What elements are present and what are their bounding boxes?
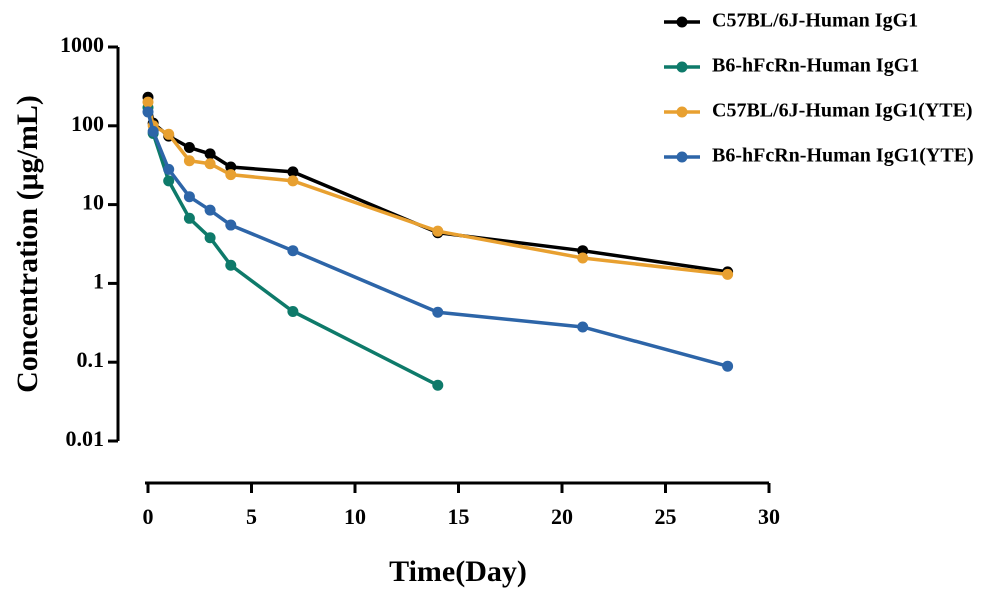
x-axis-label: Time(Day) (389, 555, 527, 588)
y-axis-label: Concentration (μg/mL) (11, 95, 44, 393)
x-tick-label: 0 (143, 504, 154, 529)
x-tick-label: 15 (448, 504, 470, 529)
data-point (142, 96, 154, 108)
x-tick-label: 5 (246, 504, 257, 529)
legend-label: C57BL/6J-Human IgG1(YTE) (712, 100, 973, 122)
data-point (225, 161, 237, 173)
data-point (432, 225, 444, 237)
legend-marker (676, 61, 688, 73)
legend-label: B6-hFcRn-Human IgG1 (712, 55, 919, 77)
y-tick-label: 10 (82, 190, 104, 215)
data-point (183, 155, 195, 167)
data-point (577, 321, 589, 333)
legend-label: C57BL/6J-Human IgG1 (712, 10, 918, 32)
legend-label: B6-hFcRn-Human IgG1(YTE) (712, 145, 974, 167)
data-point (225, 259, 237, 271)
data-point (163, 175, 175, 187)
legend-marker (676, 106, 688, 118)
data-point (183, 212, 195, 224)
data-point (183, 191, 195, 203)
data-point (204, 232, 216, 244)
legend-marker (676, 151, 688, 163)
data-point (204, 158, 216, 170)
data-point (722, 360, 734, 372)
y-tick-label: 0.01 (66, 426, 105, 451)
series-line (146, 96, 728, 274)
x-tick-label: 30 (758, 504, 780, 529)
data-point (183, 142, 195, 154)
data-point (287, 305, 299, 317)
y-tick-label: 100 (71, 111, 104, 136)
data-point (204, 204, 216, 216)
data-point (287, 245, 299, 257)
data-point (432, 306, 444, 318)
x-tick-label: 10 (344, 504, 366, 529)
data-point (147, 125, 159, 137)
data-point (163, 128, 175, 140)
data-point (204, 148, 216, 160)
series-line (146, 111, 729, 368)
data-point (577, 252, 589, 264)
data-point (163, 163, 175, 175)
y-tick-label: 1 (93, 268, 104, 293)
series-line (146, 101, 728, 277)
data-point (287, 166, 299, 178)
x-tick-label: 25 (655, 504, 677, 529)
data-point (287, 175, 299, 187)
x-tick-label: 20 (551, 504, 573, 529)
data-point (142, 106, 154, 118)
y-tick-label: 1000 (60, 32, 104, 57)
y-tick-label: 0.1 (77, 347, 105, 372)
data-point (225, 219, 237, 231)
data-point (722, 268, 734, 280)
data-point (432, 379, 444, 391)
legend-marker (676, 16, 688, 28)
data-point (225, 169, 237, 181)
